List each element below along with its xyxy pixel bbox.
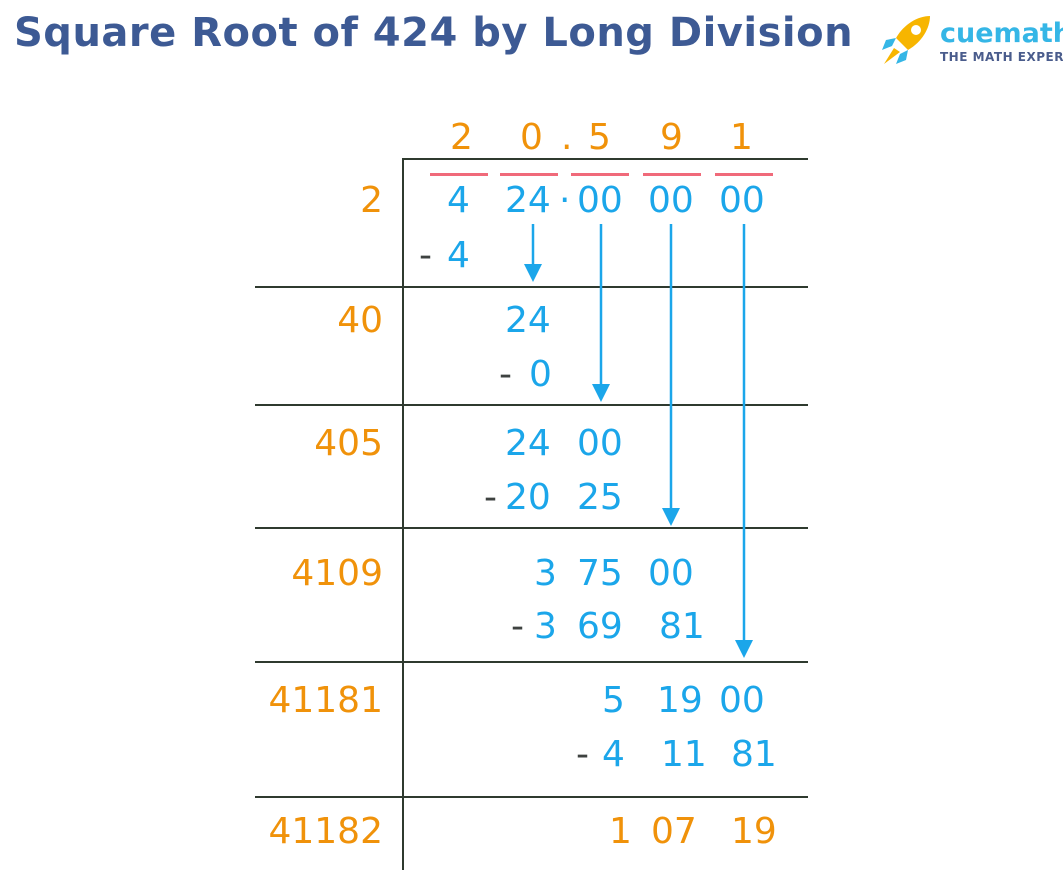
step-2-subtrahend: 0 (529, 354, 552, 395)
dividend-group-2: 24 (505, 180, 551, 221)
remainder-part-c: 19 (731, 811, 777, 852)
logo-wordmark: cuemath (940, 18, 1063, 49)
remainder-part-b: 07 (651, 811, 697, 852)
bring-down-arrow (662, 224, 680, 526)
quotient-digit-2: 0 (520, 117, 543, 158)
step-3-value-a: 24 (505, 423, 551, 464)
step-4-subtrahend-c: 81 (659, 606, 705, 647)
pair-bar (500, 173, 558, 176)
cuemath-logo: cuemath THE MATH EXPERT (878, 12, 1063, 70)
bring-down-arrow (524, 224, 542, 282)
minus-sign: - (511, 606, 524, 647)
dividend-group-1: 4 (447, 180, 470, 221)
step-5-value-b: 19 (657, 680, 703, 721)
quotient-digit-4: 9 (660, 117, 683, 158)
step-4-value-b: 75 (577, 553, 623, 594)
minus-sign: - (499, 354, 512, 395)
minus-sign: - (484, 477, 497, 518)
remainder-part-a: 1 (609, 811, 632, 852)
step-5-subtrahend-c: 81 (731, 734, 777, 775)
step-5-subtrahend-b: 11 (661, 734, 707, 775)
divider-line (255, 404, 808, 406)
step-5-subtrahend-a: 4 (602, 734, 625, 775)
divider-line (255, 661, 808, 663)
step-5-value-c: 00 (719, 680, 765, 721)
pair-bar (643, 173, 701, 176)
rocket-icon (882, 16, 930, 64)
minus-sign: - (576, 734, 589, 775)
step-3-subtrahend-b: 25 (577, 477, 623, 518)
divider-line (255, 527, 808, 529)
quotient-decimal-point: . (561, 117, 573, 158)
divisor-5: 41181 (268, 680, 383, 721)
page-title: Square Root of 424 by Long Division (14, 10, 854, 56)
quotient-digit-1: 2 (450, 117, 473, 158)
step-3-subtrahend-a: 20 (505, 477, 551, 518)
step-4-subtrahend-b: 69 (577, 606, 623, 647)
divisor-1: 2 (360, 180, 383, 221)
divider-line (255, 286, 808, 288)
minus-sign: - (419, 235, 432, 276)
dividend-group-5: 00 (719, 180, 765, 221)
dividend-decimal-point: · (559, 180, 571, 221)
pair-bar (715, 173, 773, 176)
divisor-4: 4109 (291, 553, 383, 594)
dividend-group-4: 00 (648, 180, 694, 221)
divisor-6: 41182 (268, 811, 383, 852)
pair-bar (430, 173, 488, 176)
step-1-subtrahend: 4 (447, 235, 470, 276)
step-2-value: 24 (505, 300, 551, 341)
divisor-3: 405 (314, 423, 383, 464)
step-5-value-a: 5 (602, 680, 625, 721)
step-4-subtrahend-a: 3 (534, 606, 557, 647)
dividend-group-3: 00 (577, 180, 623, 221)
bring-down-arrow (735, 224, 753, 658)
division-vertical-line (402, 158, 404, 870)
divisor-2: 40 (337, 300, 383, 341)
quotient-digit-3: 5 (588, 117, 611, 158)
step-4-value-c: 00 (648, 553, 694, 594)
pair-bar (571, 173, 629, 176)
bring-down-arrow (592, 224, 610, 402)
step-3-value-b: 00 (577, 423, 623, 464)
step-4-value-a: 3 (534, 553, 557, 594)
division-top-line (402, 158, 808, 160)
divider-line (255, 796, 808, 798)
logo-tagline: THE MATH EXPERT (940, 50, 1063, 64)
quotient-digit-5: 1 (730, 117, 753, 158)
